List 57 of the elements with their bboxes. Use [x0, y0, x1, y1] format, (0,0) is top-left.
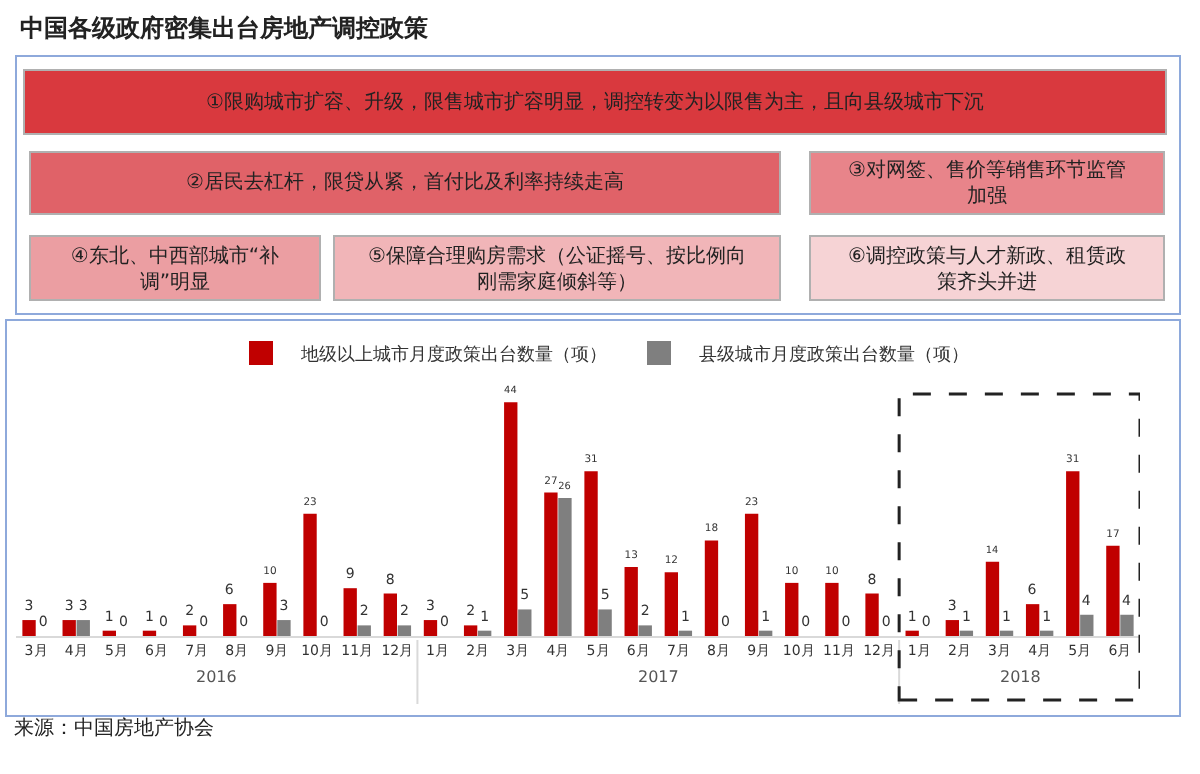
bar: [303, 513, 317, 636]
bar: [1066, 471, 1080, 636]
text: ②居民去杠杆，限贷从紧，首付比及利率持续走高: [186, 170, 624, 194]
bar: [397, 625, 412, 636]
text: ⑥调控政策与人才新政、租赁政策齐头并进: [848, 244, 1126, 294]
text: 2018: [1000, 668, 1041, 686]
bar: [678, 630, 693, 636]
bar: [277, 620, 291, 636]
bar: [785, 582, 799, 636]
bar: [999, 630, 1014, 636]
bar: [463, 625, 478, 636]
bar: [142, 630, 157, 636]
bar: [759, 630, 773, 636]
bar: [76, 620, 90, 636]
bar: [383, 593, 397, 636]
chart-title: 中国各级政府密集出台房地产调控政策: [20, 14, 430, 42]
bar: [959, 630, 974, 636]
text: ④东北、中西部城市“补调”明显: [70, 244, 280, 294]
bar: [62, 620, 76, 636]
legend-label: 县级城市月度政策出台数量（项）: [699, 344, 969, 367]
source-note: 来源：中国房地产协会: [14, 716, 214, 740]
bar: [223, 604, 237, 636]
bar: [624, 566, 638, 636]
bar: [102, 630, 116, 636]
legend-label: 地级以上城市月度政策出台数量（项）: [299, 344, 607, 367]
bar: [478, 630, 492, 636]
bar: [263, 582, 277, 636]
bar: [584, 471, 598, 636]
bar: [423, 620, 438, 636]
text: ⑤保障合理购房需求（公证摇号、按比例向刚需家庭倾斜等）: [368, 244, 746, 294]
bar: [1120, 614, 1134, 636]
bar: [704, 540, 719, 636]
bar: [985, 561, 1000, 636]
text: 2017: [638, 668, 679, 686]
bar: [504, 402, 518, 636]
text: ①限购城市扩容、升级，限售城市扩容明显，调控转变为以限售为主，且向县级城市下沉: [206, 90, 984, 114]
bar: [357, 625, 371, 636]
text: ③对网签、售价等销售环节监管加强: [848, 158, 1126, 208]
bar: [22, 620, 36, 636]
bar: [825, 582, 839, 636]
bar: [1025, 604, 1040, 636]
bar: [664, 572, 678, 636]
bar: [945, 620, 959, 636]
bar: [343, 588, 357, 636]
bar: [744, 513, 759, 636]
bar: [638, 625, 652, 636]
bar: [182, 625, 197, 636]
bar: [1106, 545, 1120, 636]
bar: [865, 593, 879, 636]
bar: [905, 630, 919, 636]
bar: [598, 609, 612, 636]
bar: [544, 492, 558, 636]
text: 2016: [196, 668, 237, 686]
bar: [1040, 630, 1054, 636]
bar: [1080, 614, 1094, 636]
bar: [518, 609, 532, 636]
bar: [558, 497, 572, 636]
